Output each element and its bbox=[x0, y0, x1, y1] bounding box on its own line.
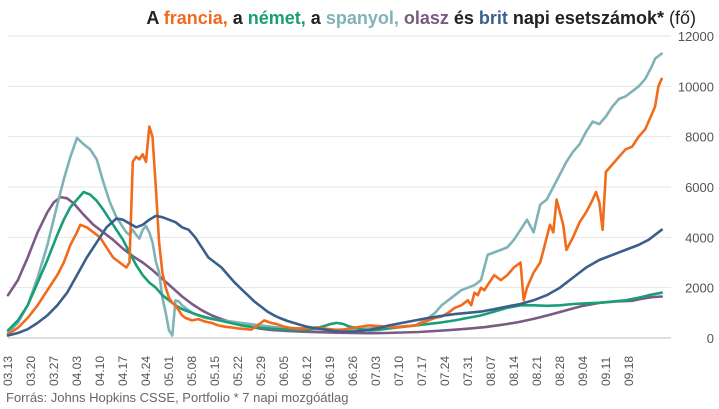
y-tick-label: 6000 bbox=[685, 180, 714, 195]
x-tick-label: 05.29 bbox=[254, 356, 268, 386]
series-line-olasz bbox=[6, 195, 663, 335]
x-tick-label: 04.24 bbox=[139, 356, 153, 386]
title-part: olasz bbox=[399, 8, 449, 28]
x-tick-label: 05.01 bbox=[162, 356, 176, 386]
x-tick-label: 08.21 bbox=[530, 356, 544, 386]
x-tick-label: 06.26 bbox=[346, 356, 360, 386]
y-axis-ticks: 0 2000 4000 6000 8000 10000 12000 bbox=[678, 29, 714, 346]
x-tick-label: 05.22 bbox=[231, 356, 245, 386]
series-line-német bbox=[6, 190, 663, 332]
gridlines bbox=[8, 35, 671, 339]
x-tick-label: 08.07 bbox=[484, 356, 498, 386]
x-tick-label: 03.27 bbox=[47, 356, 61, 386]
y-tick-label: 4000 bbox=[685, 230, 714, 245]
x-tick-label: 07.03 bbox=[369, 356, 383, 386]
x-tick-label: 07.31 bbox=[461, 356, 475, 386]
title-part: francia, bbox=[164, 8, 228, 28]
series-line-francia bbox=[6, 77, 663, 336]
series-lines bbox=[6, 52, 663, 337]
x-tick-label: 08.28 bbox=[553, 356, 567, 386]
x-tick-label: 05.08 bbox=[185, 356, 199, 386]
x-tick-label: 07.10 bbox=[392, 356, 406, 386]
x-tick-label: 09.18 bbox=[622, 356, 636, 386]
chart-title: A francia, a német, a spanyol, olasz és … bbox=[146, 8, 696, 28]
x-tick-label: 06.12 bbox=[300, 356, 314, 386]
source-note: Forrás: Johns Hopkins CSSE, Portfolio * … bbox=[6, 390, 349, 405]
title-part: a bbox=[228, 8, 248, 28]
x-tick-label: 07.17 bbox=[415, 356, 429, 386]
title-part: és bbox=[449, 8, 479, 28]
x-tick-label: 05.15 bbox=[208, 356, 222, 386]
title-part: napi esetszámok* bbox=[508, 8, 664, 28]
y-tick-label: 0 bbox=[707, 331, 714, 346]
title-part: spanyol, bbox=[326, 8, 399, 28]
title-part: A bbox=[146, 8, 163, 28]
y-tick-label: 8000 bbox=[685, 130, 714, 145]
title-part: (fő) bbox=[664, 8, 696, 28]
x-tick-label: 09.04 bbox=[576, 356, 590, 386]
x-axis-ticks: 03.13 03.20 03.27 04.03 04.10 04.17 04.24 05.01… bbox=[1, 356, 636, 386]
x-tick-label: 03.13 bbox=[1, 356, 15, 386]
y-tick-label: 12000 bbox=[678, 29, 714, 44]
x-tick-label: 07.24 bbox=[438, 356, 452, 386]
y-tick-label: 2000 bbox=[685, 281, 714, 296]
x-tick-label: 08.14 bbox=[507, 356, 521, 386]
series-line-brit bbox=[6, 214, 663, 337]
x-tick-label: 04.03 bbox=[70, 356, 84, 386]
x-tick-label: 04.17 bbox=[116, 356, 130, 386]
title-part: brit bbox=[479, 8, 508, 28]
x-tick-label: 04.10 bbox=[93, 356, 107, 386]
x-tick-label: 06.05 bbox=[277, 356, 291, 386]
title-part: német, bbox=[248, 8, 306, 28]
y-tick-label: 10000 bbox=[678, 79, 714, 94]
series-line-spanyol bbox=[6, 52, 663, 337]
x-tick-label: 06.19 bbox=[323, 356, 337, 386]
x-tick-label: 03.20 bbox=[24, 356, 38, 386]
x-tick-label: 09.11 bbox=[599, 357, 613, 386]
title-part: a bbox=[306, 8, 326, 28]
